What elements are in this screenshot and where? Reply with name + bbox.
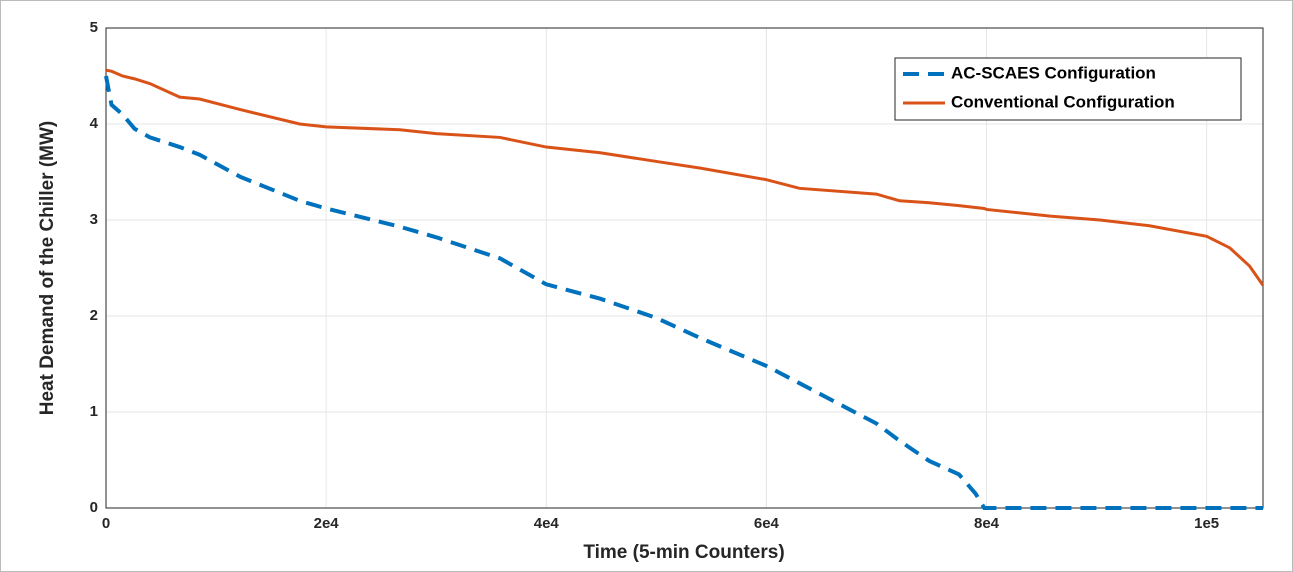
x-tick-label: 1e5 [1194, 515, 1219, 532]
legend-label: Conventional Configuration [951, 92, 1175, 111]
x-tick-label: 8e4 [974, 515, 1000, 532]
legend-label: AC-SCAES Configuration [951, 63, 1156, 82]
x-axis-label: Time (5-min Counters) [583, 542, 784, 563]
y-tick-label: 0 [90, 499, 98, 516]
y-tick-label: 1 [90, 403, 98, 420]
x-tick-label: 4e4 [534, 515, 560, 532]
legend-box [894, 57, 1242, 121]
y-axis-label: Heat Demand of the Chiller (MW) [37, 121, 58, 416]
y-tick-label: 3 [90, 211, 98, 228]
series-line [105, 68, 1265, 287]
x-tick-label: 0 [102, 515, 110, 532]
y-tick-label: 5 [90, 19, 98, 36]
series-line [104, 75, 1263, 510]
x-tick-label: 2e4 [314, 515, 340, 532]
plot-area [105, 27, 1264, 509]
x-tick-label: 6e4 [754, 515, 780, 532]
y-tick-label: 4 [90, 115, 99, 132]
y-tick-label: 2 [90, 307, 98, 324]
